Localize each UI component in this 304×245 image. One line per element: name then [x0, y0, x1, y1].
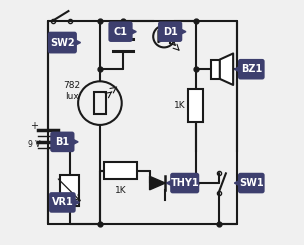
Polygon shape	[234, 180, 240, 186]
FancyBboxPatch shape	[109, 21, 133, 42]
Bar	[104, 162, 137, 179]
Polygon shape	[167, 180, 173, 186]
Polygon shape	[130, 29, 136, 35]
FancyBboxPatch shape	[48, 32, 77, 53]
Text: SW2: SW2	[50, 37, 75, 48]
Text: SW1: SW1	[239, 178, 264, 188]
Text: THY1: THY1	[170, 178, 199, 188]
Bar	[188, 89, 203, 122]
Text: C1: C1	[113, 27, 127, 37]
Text: 9 V: 9 V	[28, 140, 41, 149]
Text: 782
lux: 782 lux	[64, 81, 81, 101]
FancyBboxPatch shape	[238, 59, 265, 80]
Text: 1K: 1K	[174, 101, 186, 110]
FancyBboxPatch shape	[158, 21, 182, 42]
Polygon shape	[73, 199, 79, 206]
Polygon shape	[234, 66, 240, 72]
FancyBboxPatch shape	[238, 173, 265, 193]
Text: 1K: 1K	[115, 186, 126, 195]
Bar	[60, 175, 79, 206]
FancyBboxPatch shape	[49, 192, 76, 213]
Text: VR1: VR1	[51, 197, 73, 208]
Text: D1: D1	[163, 27, 178, 37]
Polygon shape	[74, 39, 81, 46]
FancyBboxPatch shape	[170, 173, 199, 193]
Text: +: +	[30, 121, 39, 131]
Text: B1: B1	[55, 137, 69, 147]
Polygon shape	[180, 29, 186, 35]
Text: BZ1: BZ1	[241, 64, 262, 74]
FancyBboxPatch shape	[50, 132, 74, 152]
Polygon shape	[72, 139, 78, 145]
Polygon shape	[158, 30, 170, 43]
Bar	[211, 60, 220, 79]
Polygon shape	[220, 53, 233, 85]
Text: +: +	[124, 30, 132, 40]
Bar	[94, 92, 106, 114]
Polygon shape	[150, 176, 165, 190]
